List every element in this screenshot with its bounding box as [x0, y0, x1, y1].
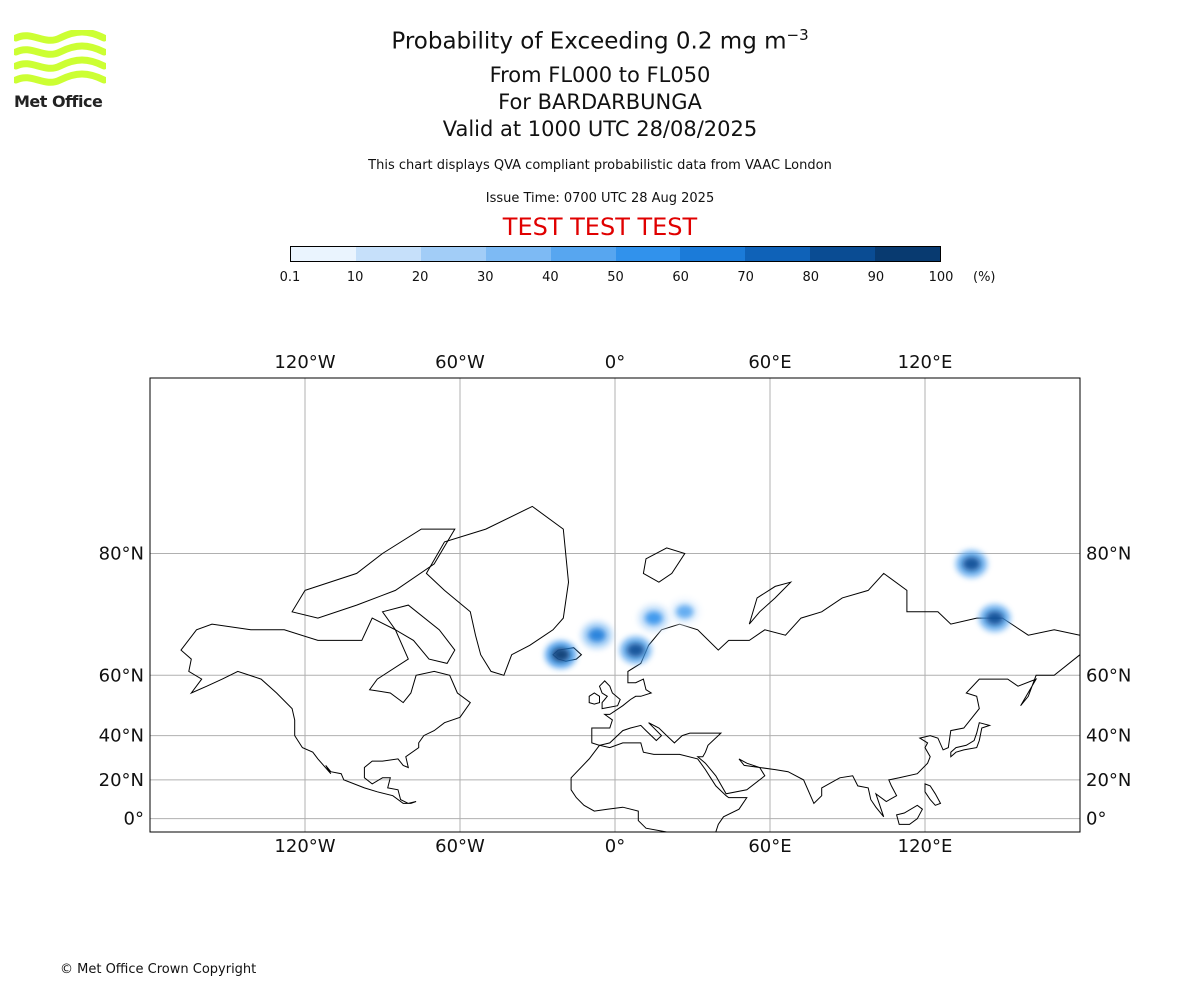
- barents-sea-plume-core: [644, 611, 663, 626]
- title-superscript: −3: [786, 26, 809, 44]
- norwegian-sea-plume-core: [587, 628, 606, 643]
- borneo-coast: [895, 804, 924, 825]
- kola-plume-core: [675, 604, 694, 619]
- lon-label-bottom: 60°E: [748, 836, 791, 857]
- baffin-coast: [381, 604, 456, 664]
- colorbar-tick-label: 50: [607, 270, 624, 285]
- svalbard-coast: [642, 547, 686, 583]
- lon-label-bottom: 60°W: [435, 836, 485, 857]
- copyright: © Met Office Crown Copyright: [60, 962, 257, 977]
- colorbar-segment: [875, 247, 941, 261]
- axis-labels: 120°W 120°W 60°W 60°W 0° 0° 60°E 60°E 120°E 120°E…: [99, 352, 1132, 857]
- flight-level-range: From FL000 to FL050: [489, 63, 711, 87]
- japan-coast: [950, 722, 992, 758]
- test-banner: TEST TEST TEST: [502, 213, 698, 241]
- lon-label-top: 60°E: [748, 352, 791, 373]
- colorbar-segment: [810, 247, 876, 261]
- lon-label-top: 120°E: [898, 352, 953, 373]
- africa-coast: [570, 742, 748, 832]
- scandinavia-coast-plume-core: [626, 643, 645, 658]
- philippines-coast: [924, 783, 942, 806]
- chart-title: Probability of Exceeding 0.2 mg m−3: [0, 26, 1200, 55]
- colorbar-segment: [550, 247, 616, 261]
- eurasia-coast: [591, 572, 1080, 818]
- lon-label-bottom: 0°: [605, 836, 625, 857]
- logo-text: Met Office: [14, 92, 103, 111]
- colorbar: [290, 246, 941, 262]
- iceland-plume-core: [551, 647, 570, 662]
- lon-label-top: 0°: [605, 352, 625, 373]
- lat-label-left: 0°: [124, 809, 144, 830]
- lat-label-right: 20°N: [1086, 770, 1131, 791]
- ash-plumes: [544, 549, 1011, 669]
- colorbar-segment: [355, 247, 421, 261]
- uk-coast: [598, 680, 621, 710]
- lat-label-right: 60°N: [1086, 665, 1131, 686]
- colorbar-segment: [745, 247, 811, 261]
- lat-label-right: 80°N: [1086, 543, 1131, 564]
- map-content: 120°W 120°W 60°W 60°W 0° 0° 60°E 60°E 120°E 120°E…: [99, 352, 1132, 857]
- lat-label-left: 80°N: [99, 543, 144, 564]
- colorbar-tick-label: 0.1: [279, 270, 301, 285]
- colorbar-unit: (%): [973, 270, 996, 285]
- colorbar-tick-label: 10: [346, 270, 364, 285]
- lon-label-bottom: 120°W: [274, 836, 335, 857]
- volcano-name: For BARDARBUNGA: [498, 90, 702, 114]
- east-siberia-plume-core: [985, 611, 1004, 626]
- colorbar-tick-label: 30: [477, 270, 494, 285]
- ireland-coast: [588, 692, 600, 705]
- lon-label-bottom: 120°E: [898, 836, 953, 857]
- chart-description: This chart displays QVA compliant probab…: [368, 158, 832, 173]
- colorbar-tick-label: 20: [411, 270, 429, 285]
- arctic-islands: [291, 528, 456, 619]
- coastlines: [180, 505, 1080, 832]
- issue-time: Issue Time: 0700 UTC 28 Aug 2025: [485, 191, 715, 206]
- colorbar-tick-label: 80: [802, 270, 820, 285]
- colorbar-tick-label: 90: [867, 270, 885, 285]
- novaya-zemlya-coast: [748, 581, 793, 625]
- colorbar-tick-label: 40: [542, 270, 559, 285]
- valid-time: Valid at 1000 UTC 28/08/2025: [442, 117, 758, 141]
- title-main: Probability of Exceeding 0.2 mg m: [391, 28, 787, 55]
- colorbar-segment: [420, 247, 486, 261]
- graticule: [150, 378, 1080, 832]
- colorbar-tick-label: 70: [737, 270, 754, 285]
- met-office-wave-logo-icon: [12, 28, 108, 86]
- lon-label-top: 120°W: [274, 352, 335, 373]
- colorbar-tick-label: 60: [672, 270, 689, 285]
- north-america-coast: [180, 617, 471, 804]
- lon-label-top: 60°W: [435, 352, 485, 373]
- colorbar-segment: [291, 247, 356, 261]
- greenland-coast: [425, 505, 570, 676]
- logo: [12, 28, 108, 112]
- laptev-sea-plume-core: [962, 556, 981, 571]
- map-frame: [149, 377, 1081, 833]
- colorbar-tick-label: 100: [928, 270, 954, 285]
- lat-label-right: 0°: [1086, 809, 1106, 830]
- colorbar-segment: [615, 247, 681, 261]
- colorbar-segment: [680, 247, 746, 261]
- lat-label-left: 20°N: [99, 770, 144, 791]
- lat-label-left: 60°N: [99, 665, 144, 686]
- lat-label-right: 40°N: [1086, 726, 1131, 747]
- colorbar-segment: [485, 247, 551, 261]
- lat-label-left: 40°N: [99, 726, 144, 747]
